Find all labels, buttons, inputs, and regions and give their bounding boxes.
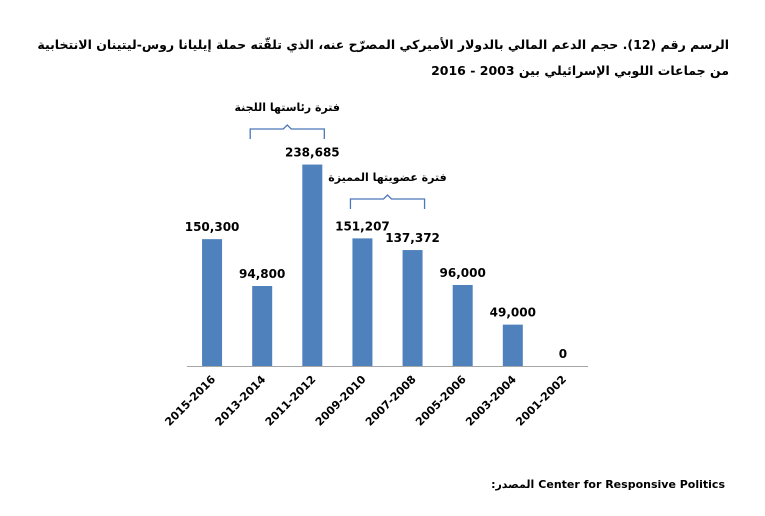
source-label: المصدر: [491,478,535,491]
value-label-2015-2016: 150,300 [185,220,240,234]
value-label-2003-2004: 49,000 [490,306,536,320]
value-label-2005-2006: 96,000 [440,266,486,280]
annotation-2: فترة عضويتها المميزة [328,171,446,184]
x-tick-2001-2002: 2001-2002 [513,373,569,429]
x-tick-2003-2004: 2003-2004 [463,373,519,429]
source-value: Center for Responsive Politics [538,478,725,491]
x-tick-2015-2016: 2015-2016 [162,373,218,429]
x-tick-2013-2014: 2013-2014 [213,373,269,429]
bar-2009-2010 [352,238,373,366]
value-label-2011-2012: 238,685 [285,146,340,160]
x-tick-2007-2008: 2007-2008 [363,373,419,429]
annotation-1: فترة رئاستها اللجنة [235,101,340,114]
bar-2003-2004 [502,324,523,366]
x-tick-labels-layer: 2015-20162013-20142011-20122009-20102007… [162,373,569,429]
value-label-2009-2010: 151,207 [335,219,390,233]
value-label-2013-2014: 94,800 [239,267,285,281]
x-tick-2009-2010: 2009-2010 [313,373,369,429]
brace-2 [349,194,426,209]
brace-1 [249,124,325,139]
annotation-layer: فترة رئاستها اللجنة فترة عضويتها المميزة [235,101,447,209]
bar-2013-2014 [252,285,273,366]
value-label-2001-2002: 0 [559,347,567,361]
x-tick-2005-2006: 2005-2006 [413,373,469,429]
bar-2011-2012 [302,164,323,366]
bars-layer [202,164,523,366]
bar-2015-2016 [202,239,223,366]
chart-title: الرسم رقم (12). حجم الدعم المالي بالدولا… [37,37,729,78]
source-note: المصدر: Center for Responsive Politics [491,478,725,491]
bar-2005-2006 [452,284,473,366]
value-label-2007-2008: 137,372 [385,231,440,245]
bar-2007-2008 [402,250,423,366]
x-tick-2011-2012: 2011-2012 [263,373,319,429]
